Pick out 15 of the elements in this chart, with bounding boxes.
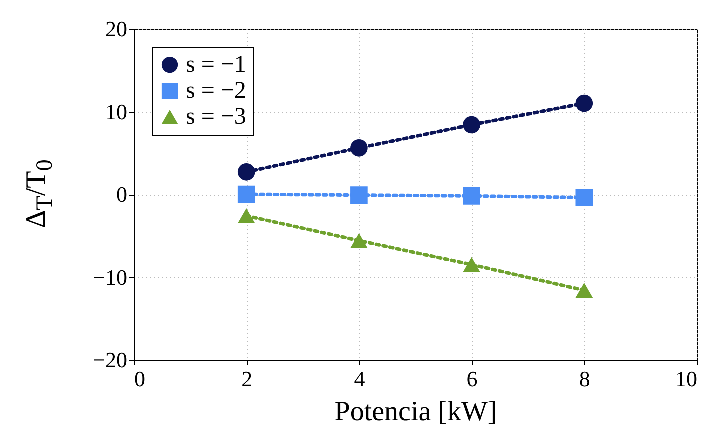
legend-label: s = −2 xyxy=(186,78,246,104)
y-tick-label: 0 xyxy=(116,182,128,207)
legend-label: s = −1 xyxy=(186,52,246,78)
x-tick-label: 4 xyxy=(354,366,366,392)
x-tick-label: 0 xyxy=(134,366,146,392)
legend-label: s = −3 xyxy=(186,104,246,130)
x-tick-label: 10 xyxy=(676,366,698,392)
x-tick-label: 8 xyxy=(579,366,590,392)
y-tick-label: −10 xyxy=(93,264,128,290)
x-tick-label: 6 xyxy=(466,366,478,392)
x-tick-label: 2 xyxy=(242,366,253,392)
y-tick-label: −20 xyxy=(93,348,128,372)
y-tick-label: 10 xyxy=(106,99,128,124)
y-tick-label: 20 xyxy=(106,16,128,42)
x-axis-title: Potencia [kW] xyxy=(334,396,498,428)
